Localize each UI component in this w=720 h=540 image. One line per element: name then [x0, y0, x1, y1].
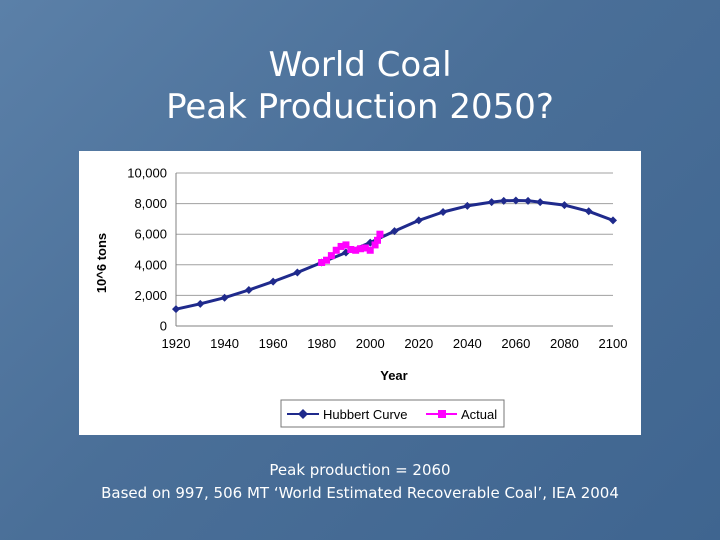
x-axis-label: Year — [380, 368, 407, 383]
hubbert-point — [560, 201, 569, 210]
hubbert-point — [269, 277, 278, 286]
hubbert-point — [172, 305, 180, 314]
series-line-hubbert — [174, 199, 615, 311]
actual-point — [352, 246, 360, 254]
hubbert-point — [293, 268, 302, 277]
hubbert-point — [463, 201, 472, 210]
y-tick-label: 6,000 — [134, 227, 167, 242]
x-tick-label: 1980 — [307, 336, 336, 351]
series-group — [172, 196, 617, 314]
legend-label-actual: Actual — [461, 407, 497, 422]
slide-title: World Coal Peak Production 2050? — [0, 44, 720, 128]
hubbert-point — [390, 227, 399, 236]
actual-point — [342, 241, 350, 249]
actual-point — [376, 230, 384, 238]
x-tick-label: 2020 — [404, 336, 433, 351]
hubbert-point — [609, 216, 617, 225]
actual-point — [357, 245, 365, 253]
hubbert-point — [511, 196, 520, 205]
hubbert-point — [584, 207, 593, 216]
hubbert-point — [439, 208, 448, 217]
actual-point — [318, 259, 326, 267]
chart-panel: 0 2,000 4,000 6,000 8,000 10,000 1920 1940 1960… — [79, 151, 641, 435]
actual-point — [347, 246, 355, 253]
x-tick-label: 2040 — [453, 336, 482, 351]
title-line-1: World Coal — [268, 45, 452, 85]
x-tick-label: 2080 — [550, 336, 579, 351]
actual-point — [323, 256, 331, 264]
legend: Hubbert Curve Actual — [280, 399, 505, 428]
y-tick-label: 4,000 — [134, 257, 167, 272]
hubbert-point — [524, 196, 533, 205]
actual-point — [332, 246, 340, 254]
caption-peak: Peak production = 2060 — [269, 461, 451, 479]
hubbert-point — [244, 286, 253, 295]
chart-svg: 0 2,000 4,000 6,000 8,000 10,000 1920 1940 1960… — [94, 166, 628, 428]
y-tick-label: 10,000 — [127, 166, 167, 181]
y-tick-labels: 0 2,000 4,000 6,000 8,000 10,000 — [127, 166, 167, 334]
legend-marker-actual — [438, 410, 446, 418]
axes — [175, 173, 613, 327]
hubbert-point — [487, 198, 496, 207]
hubbert-point — [499, 196, 508, 205]
x-tick-label: 1920 — [162, 336, 191, 351]
x-tick-label: 2000 — [356, 336, 385, 351]
legend-marker-hubbert — [298, 409, 308, 419]
x-tick-label: 2100 — [599, 336, 628, 351]
hubbert-point — [196, 299, 205, 308]
actual-point — [337, 242, 345, 250]
legend-label-hubbert: Hubbert Curve — [323, 407, 408, 422]
x-tick-labels: 1920 1940 1960 1980 2000 2020 2040 2060 2080 2100 — [162, 336, 628, 351]
hubbert-point — [220, 293, 229, 302]
grid-lines — [176, 172, 613, 327]
actual-point — [366, 246, 374, 254]
actual-point — [374, 236, 382, 244]
actual-point — [361, 244, 369, 252]
title-line-2: Peak Production 2050? — [166, 87, 554, 127]
caption-source: Based on 997, 506 MT ‘World Estimated Re… — [101, 484, 619, 502]
y-tick-label: 2,000 — [134, 288, 167, 303]
x-tick-label: 2060 — [501, 336, 530, 351]
x-tick-label: 1960 — [259, 336, 288, 351]
y-tick-label: 0 — [160, 319, 167, 334]
y-tick-label: 8,000 — [134, 196, 167, 211]
actual-point — [327, 252, 335, 260]
x-tick-label: 1940 — [210, 336, 239, 351]
hubbert-point — [536, 198, 545, 207]
hubbert-point — [414, 216, 423, 225]
y-axis-label: 10^6 tons — [94, 233, 109, 293]
actual-point — [371, 241, 379, 249]
